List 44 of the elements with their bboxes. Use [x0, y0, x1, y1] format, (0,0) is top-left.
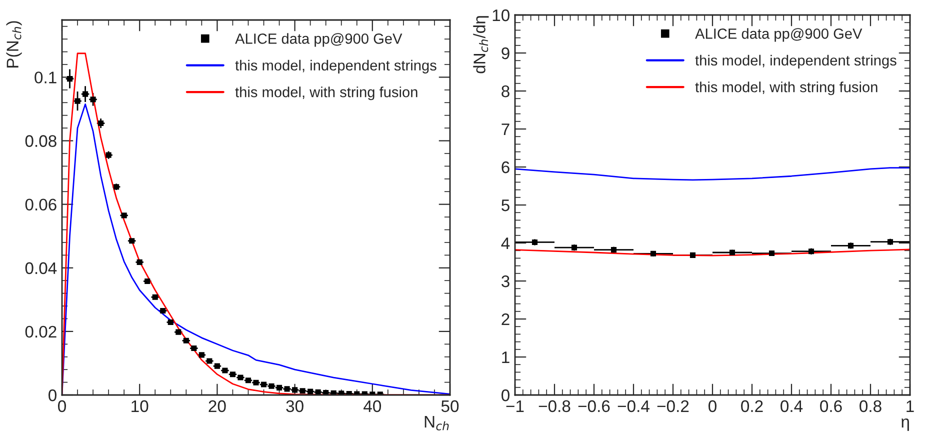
x-tick-label: −0.4	[618, 400, 650, 412]
x-tick-label: 1	[906, 400, 914, 412]
y-tick-label: 0.06	[25, 198, 56, 211]
x-tick-label: 0	[58, 400, 66, 412]
y-tick-label: 3	[502, 275, 510, 288]
y-axis-title: P(N$_{ch}$)	[6, 21, 22, 68]
x-tick-label: 0.2	[741, 400, 763, 412]
legend-label: this model, with string fusion	[235, 86, 418, 100]
x-tick-label: 10	[132, 400, 148, 412]
x-tick-label: 50	[441, 400, 459, 412]
x-tick-label: −0.8	[538, 400, 570, 412]
legend-label: ALICE data pp@900 GeV	[235, 33, 402, 47]
y-tick-label: 6	[502, 161, 510, 174]
x-tick-label: 0	[708, 400, 716, 412]
legend-label: this model, with string fusion	[695, 82, 878, 96]
x-tick-label: 20	[208, 400, 226, 412]
x-tick-label: 40	[364, 400, 382, 412]
y-tick-label: 9	[502, 47, 510, 60]
y-tick-label: 5	[502, 200, 510, 212]
x-tick-label: 0.8	[860, 400, 882, 412]
x-tick-label: −0.6	[578, 400, 610, 412]
y-tick-label: 0.04	[25, 262, 57, 274]
y-tick-label: 0.1	[34, 72, 56, 84]
x-tick-label: −0.2	[657, 400, 689, 412]
x-axis-title: η	[902, 418, 909, 431]
y-tick-label: 0.08	[25, 135, 56, 147]
y-tick-label: 0.02	[25, 326, 56, 338]
legend-label: this model, independent strings	[695, 54, 896, 68]
x-tick-label: 30	[286, 400, 304, 412]
y-tick-label: 0	[48, 389, 56, 402]
x-tick-label: 0.6	[820, 400, 842, 412]
y-tick-label: 1	[502, 352, 510, 364]
y-tick-label: 7	[502, 124, 510, 136]
y-tick-label: 8	[502, 85, 510, 98]
y-tick-label: 0	[502, 389, 510, 402]
x-tick-label: 0.4	[780, 400, 803, 412]
legend-label: ALICE data pp@900 GeV	[695, 28, 862, 42]
x-axis-title: N$_{ch}$	[424, 416, 449, 430]
y-tick-label: 2	[502, 313, 510, 326]
y-tick-label: 10	[492, 9, 510, 22]
x-tick-label: −1	[506, 400, 524, 412]
y-tick-label: 4	[501, 238, 510, 250]
y-axis-title: dN$_{ch}$/dη	[473, 16, 489, 74]
legend-label: this model, independent strings	[235, 60, 436, 74]
